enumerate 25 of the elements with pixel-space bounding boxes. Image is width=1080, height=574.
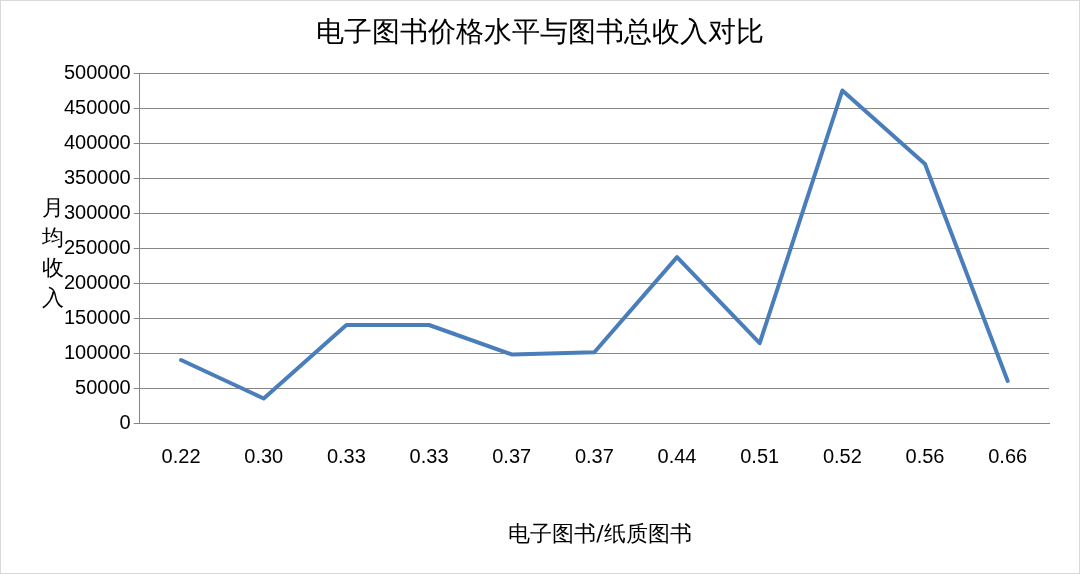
x-tick-label: 0.51 [740,444,780,467]
y-tick-label: 150000 [63,305,131,328]
y-tick-label: 100000 [63,340,131,363]
y-tick-label: 450000 [63,95,131,118]
x-tick-label: 0.37 [492,444,532,467]
x-tick-label: 0.22 [161,444,201,467]
y-tick-label: 300000 [63,200,131,223]
x-axis-title: 电子图书/纸质图书 [507,520,693,548]
y-tick-label: 200000 [63,270,131,293]
x-tick-label: 0.44 [657,444,697,467]
y-tick-label: 400000 [63,130,131,153]
x-tick-label: 0.66 [988,444,1028,467]
y-tick-label: 500000 [63,60,131,83]
y-tick-label: 50000 [75,375,131,398]
chart-title: 电子图书价格水平与图书总收入对比 [315,14,765,50]
y-tick-label: 0 [119,410,131,433]
y-tick-label: 250000 [63,235,131,258]
x-tick-label: 0.56 [905,444,945,467]
y-tick-label: 350000 [63,165,131,188]
x-tick-label: 0.33 [326,444,366,467]
x-tick-label: 0.52 [822,444,862,467]
x-tick-label: 0.33 [409,444,449,467]
y-axis-title: 月均收入 [41,194,65,312]
x-tick-label: 0.30 [244,444,284,467]
x-tick-label: 0.37 [574,444,614,467]
